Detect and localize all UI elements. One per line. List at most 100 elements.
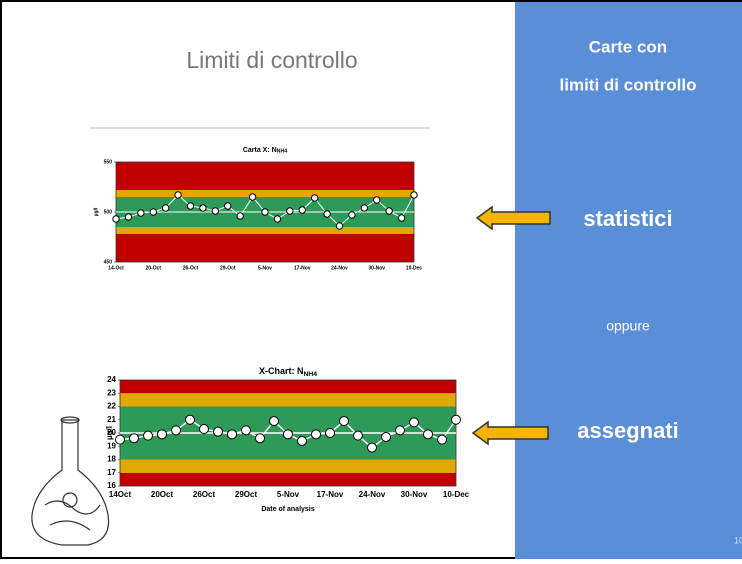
y-axis-label: µg/l	[93, 207, 99, 216]
data-point	[112, 215, 120, 223]
data-point	[199, 204, 207, 212]
data-point	[227, 429, 237, 440]
chart-title: X-Chart: NNH4	[259, 366, 317, 377]
data-point	[397, 214, 406, 222]
data-point	[261, 208, 269, 216]
data-point	[248, 193, 257, 201]
data-point	[273, 215, 282, 223]
data-point	[353, 430, 363, 441]
y-tick-label: 24	[107, 375, 116, 384]
data-point	[115, 434, 125, 445]
x-tick-label: 20Oct	[151, 490, 174, 499]
option: assegnati	[577, 418, 679, 443]
x-tick-label: 29Oct	[235, 490, 258, 499]
y-tick-label: 19	[107, 441, 116, 450]
y-tick-label: 22	[107, 402, 116, 411]
control-band	[120, 380, 456, 394]
data-point	[286, 207, 294, 215]
x-tick-label: 29-Oct	[220, 265, 236, 271]
data-point	[410, 191, 418, 199]
arrow	[475, 205, 551, 231]
data-point	[437, 434, 447, 445]
control-band	[120, 459, 456, 473]
x-tick-label: 17-Nov	[317, 490, 344, 499]
data-point	[298, 206, 306, 214]
data-point	[335, 222, 344, 230]
data-point	[236, 212, 244, 220]
data-point	[451, 414, 461, 425]
data-point	[224, 202, 232, 210]
control-band	[120, 472, 456, 486]
x-tick-label: 24-Nov	[359, 490, 386, 499]
data-point	[360, 204, 369, 212]
data-point	[297, 435, 307, 446]
x-tick-label: 30-Nov	[401, 490, 428, 499]
option: statistici	[583, 206, 672, 231]
arrow	[471, 420, 549, 446]
data-point	[124, 213, 133, 221]
data-point	[310, 194, 319, 202]
data-point	[367, 442, 377, 453]
x-tick-label: 26Oct	[193, 490, 216, 499]
y-tick-label: 18	[107, 455, 116, 464]
control-band	[116, 190, 414, 197]
data-point	[157, 429, 167, 440]
data-point	[269, 416, 279, 427]
data-point	[385, 207, 393, 215]
data-point	[283, 429, 293, 440]
side-panel	[515, 2, 742, 559]
y-tick-label: 20	[107, 428, 116, 437]
flask-drawing	[31, 416, 110, 546]
x-tick-label: 5-Nov	[258, 265, 272, 271]
control-band	[116, 234, 414, 262]
x-tick-label: 5-Nov	[277, 490, 300, 499]
page-number: 10	[734, 535, 742, 545]
data-point	[137, 209, 145, 217]
x-tick-label: 10-Dec	[406, 265, 423, 271]
data-point	[174, 191, 182, 199]
x-tick-label: 26-Oct	[183, 265, 199, 271]
data-point	[323, 210, 331, 218]
x-tick-label: 14Oct	[109, 490, 132, 499]
y-tick-label: 500	[104, 209, 113, 215]
data-point	[161, 204, 170, 212]
control-band	[120, 393, 456, 407]
slide-title: Limiti di controllo	[186, 47, 357, 73]
data-point	[171, 425, 181, 436]
chart-title: Carta X: NNH4	[243, 147, 287, 155]
side-title: limiti di controllo	[560, 75, 697, 94]
data-point	[213, 426, 223, 437]
control-band	[116, 162, 414, 190]
data-point	[185, 414, 195, 425]
data-point	[255, 433, 265, 444]
data-point	[381, 431, 391, 442]
data-point	[339, 416, 349, 427]
data-point	[311, 429, 321, 440]
data-point	[409, 417, 419, 428]
x-tick-label: 17-Nov	[294, 265, 311, 271]
data-point	[423, 429, 433, 440]
y-axis-label: µg/l	[105, 426, 114, 440]
y-tick-label: 23	[107, 388, 116, 397]
data-point	[199, 424, 209, 435]
side-title: Carte con	[589, 37, 667, 56]
x-axis-label: Date of analysis	[261, 506, 314, 513]
y-tick-label: 450	[104, 259, 113, 265]
chart-title-sub: NH4	[277, 149, 288, 155]
data-point	[186, 202, 195, 210]
chart-title-text: Carta X: N	[243, 147, 277, 154]
data-point	[211, 207, 220, 215]
x-tick-label: 14-Oct	[108, 265, 124, 271]
y-tick-label: 550	[104, 159, 113, 165]
y-tick-label: 21	[107, 415, 116, 424]
y-tick-label: 16	[107, 481, 116, 490]
x-tick-label: 20-Oct	[145, 265, 161, 271]
y-tick-label: 17	[107, 468, 116, 477]
data-point	[149, 208, 157, 216]
data-point	[348, 211, 356, 219]
data-point	[395, 425, 405, 436]
chart-title-sub: NH4	[303, 371, 317, 378]
separator: oppure	[606, 318, 650, 334]
chart-title-text: X-Chart: N	[259, 366, 304, 376]
